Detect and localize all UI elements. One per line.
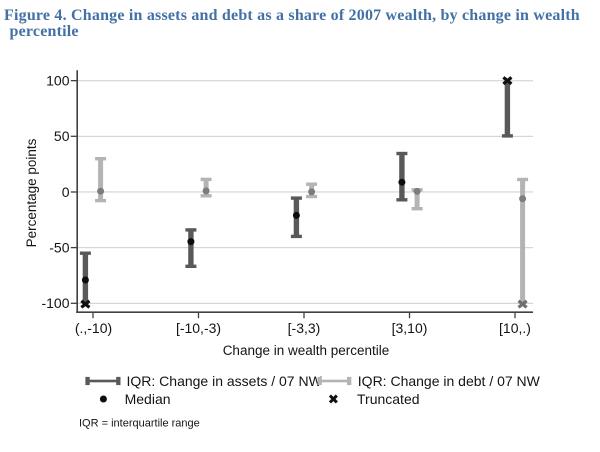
svg-text:Change in wealth percentile: Change in wealth percentile — [223, 343, 390, 358]
svg-text:0: 0 — [62, 184, 70, 200]
svg-text:Truncated: Truncated — [357, 391, 420, 407]
svg-text:[-10,-3): [-10,-3) — [176, 320, 221, 336]
svg-text:[3,10): [3,10) — [392, 320, 428, 336]
svg-text:100: 100 — [46, 73, 70, 89]
svg-text:IQR = interquartile range: IQR = interquartile range — [79, 418, 200, 430]
svg-text:Percentage points: Percentage points — [24, 138, 39, 247]
svg-text:-50: -50 — [49, 240, 69, 256]
svg-text:50: 50 — [54, 128, 70, 144]
svg-text:Median: Median — [125, 391, 171, 407]
svg-text:IQR: Change in assets / 07 NW: IQR: Change in assets / 07 NW — [127, 373, 323, 389]
svg-text:[-3,3): [-3,3) — [288, 320, 321, 336]
svg-text:-100: -100 — [41, 295, 69, 311]
svg-text:(.,-10): (.,-10) — [75, 320, 112, 336]
svg-text:IQR: Change in debt / 07 NW: IQR: Change in debt / 07 NW — [358, 373, 541, 389]
svg-text:[10,.): [10,.) — [499, 320, 531, 336]
